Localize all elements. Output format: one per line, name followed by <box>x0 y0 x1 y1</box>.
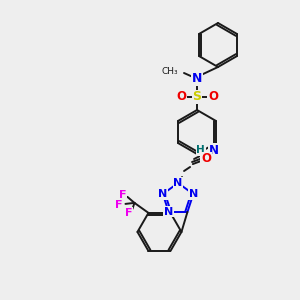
Text: N: N <box>173 178 183 188</box>
Text: O: O <box>176 91 186 103</box>
Text: N: N <box>189 189 198 199</box>
Text: F: F <box>125 208 132 218</box>
Text: N: N <box>164 207 173 217</box>
Text: O: O <box>201 152 211 166</box>
Text: CH₃: CH₃ <box>161 68 178 76</box>
Text: N: N <box>192 73 202 85</box>
Text: S: S <box>193 91 202 103</box>
Text: N: N <box>158 189 167 199</box>
Text: N: N <box>209 143 219 157</box>
Text: O: O <box>208 91 218 103</box>
Text: H: H <box>196 145 205 155</box>
Text: F: F <box>115 200 122 210</box>
Text: F: F <box>119 190 126 200</box>
